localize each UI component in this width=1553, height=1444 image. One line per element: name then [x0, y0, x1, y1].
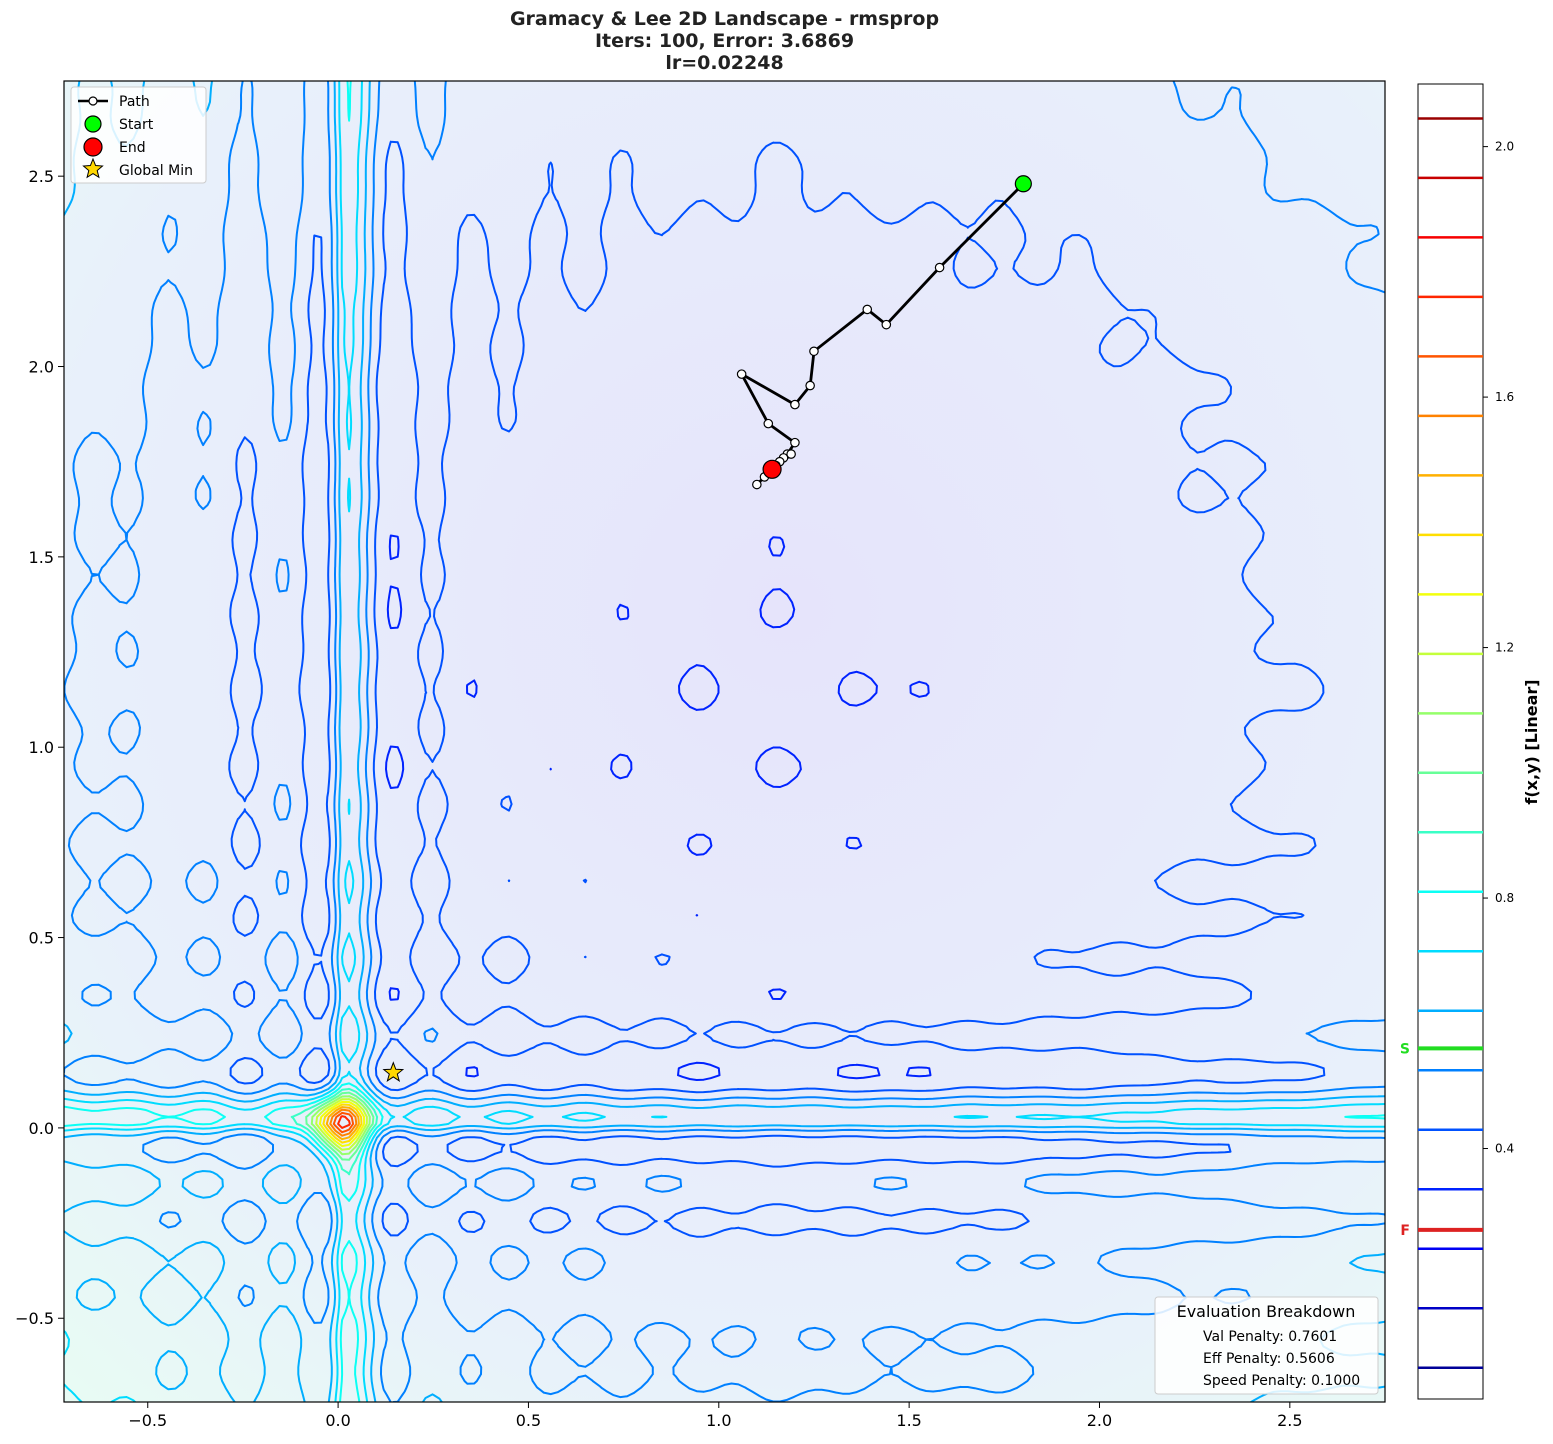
legend-end-label: End [119, 140, 146, 156]
chart-subtitle-2: lr=0.02248 [665, 52, 784, 74]
colorbar-tick-label: 1.6 [1495, 390, 1514, 404]
contour-level-4 [228, 140, 1326, 1238]
contour-level-7 [64, 81, 1385, 1402]
x-tick-label: 0.0 [325, 1411, 350, 1430]
start-marker [1014, 175, 1032, 193]
legend-star-marker [82, 157, 104, 179]
evaluation-title: Evaluation Breakdown [1177, 1302, 1356, 1321]
plot-frame [63, 80, 1386, 1403]
global-min-marker [382, 1061, 405, 1082]
contour-level-3 [385, 534, 932, 1081]
y-tick-label: 0.0 [29, 1119, 54, 1138]
speed-penalty: Speed Penalty: 0.1000 [1203, 1373, 1360, 1389]
legend-start-marker [84, 115, 102, 133]
legend-end-marker [83, 137, 103, 157]
x-tick-label: 2.0 [1087, 1411, 1112, 1430]
contour-level-13 [318, 1100, 366, 1148]
evaluation-frame [1154, 1296, 1379, 1395]
y-tick-label: 1.5 [29, 548, 54, 567]
path-point [809, 346, 819, 357]
colorbar-tick-label: 2.0 [1495, 140, 1514, 154]
chart-subtitle-1: Iters: 100, Error: 3.6869 [594, 30, 855, 52]
y-tick-label: 2.0 [29, 358, 54, 377]
val-penalty: Val Penalty: 0.7601 [1203, 1329, 1337, 1345]
path-point [790, 399, 800, 410]
contour-level-8 [64, 81, 1385, 1402]
path-point [790, 437, 800, 448]
path-point [881, 319, 892, 330]
chart-title-block: Gramacy & Lee 2D Landscape - rmsprop Ite… [64, 8, 1385, 74]
colorbar-tick-label: 0.4 [1495, 1142, 1514, 1156]
plot-background [64, 81, 1385, 1402]
contour-level-14 [322, 1103, 363, 1144]
colorbar-lines: SF [1400, 117, 1483, 1369]
x-tick-label: 0.5 [516, 1411, 541, 1430]
legend-frame [70, 86, 207, 184]
contour-level-17 [332, 1111, 355, 1134]
colorbar-tick-label: 1.2 [1495, 641, 1514, 655]
colorbar-marker-label-S: S [1400, 1041, 1410, 1057]
y-tick-label: 2.5 [29, 167, 54, 186]
y-tick-label: 1.0 [29, 738, 54, 757]
x-tick-label: 1.0 [706, 1411, 731, 1430]
path-point [805, 380, 815, 391]
eff-penalty: Eff Penalty: 0.5606 [1203, 1351, 1335, 1367]
contour-level-5 [64, 81, 1385, 1402]
contour-level-11 [310, 1095, 371, 1156]
contour-level-15 [325, 1106, 360, 1141]
contour-level-10 [305, 1091, 375, 1161]
legend-path-marker [88, 96, 98, 106]
path-point [786, 449, 796, 459]
path-point [763, 418, 774, 429]
contour-level-12 [315, 1098, 368, 1151]
colorbar: SF 0.40.81.21.62.0 f(x,y) [Linear] [1400, 83, 1541, 1400]
x-tick-label: −0.5 [128, 1411, 167, 1430]
contour-level-9 [290, 1087, 379, 1176]
path-point [736, 369, 747, 379]
path-point [862, 304, 873, 315]
colorbar-marker-label-F: F [1400, 1223, 1410, 1239]
axes: −0.5 0.0 0.5 1.0 1.5 2.0 2.5 −0.5 0.0 0.5 1.0 1.5 2.… [15, 167, 1302, 1430]
end-marker [762, 459, 782, 479]
evaluation-breakdown: Evaluation Breakdown Val Penalty: 0.7601… [1154, 1296, 1379, 1395]
y-tick-label: 0.5 [29, 929, 54, 948]
colorbar-tick-label: 0.8 [1495, 891, 1514, 905]
path-point [934, 262, 945, 273]
legend-start-label: Start [119, 117, 154, 133]
contour-lines [64, 81, 1385, 1402]
colorbar-label: f(x,y) [Linear] [1522, 679, 1541, 804]
legend: Path Start End Global Min [70, 86, 207, 184]
contour-level-18 [337, 1115, 351, 1129]
x-tick-label: 2.5 [1277, 1411, 1302, 1430]
contour-level-6 [64, 81, 1385, 1402]
colorbar-frame [1417, 83, 1484, 1400]
optimizer-path [382, 175, 1032, 1082]
colorbar-ticks: 0.4 0.8 1.2 1.6 2.0 [1483, 140, 1514, 1156]
legend-global-min-label: Global Min [119, 163, 193, 179]
legend-path-label: Path [119, 94, 150, 110]
chart-title: Gramacy & Lee 2D Landscape - rmsprop [509, 8, 940, 30]
contour-level-16 [329, 1108, 358, 1137]
path-point [752, 479, 762, 490]
y-tick-label: −0.5 [15, 1309, 54, 1328]
x-tick-label: 1.5 [896, 1411, 921, 1430]
